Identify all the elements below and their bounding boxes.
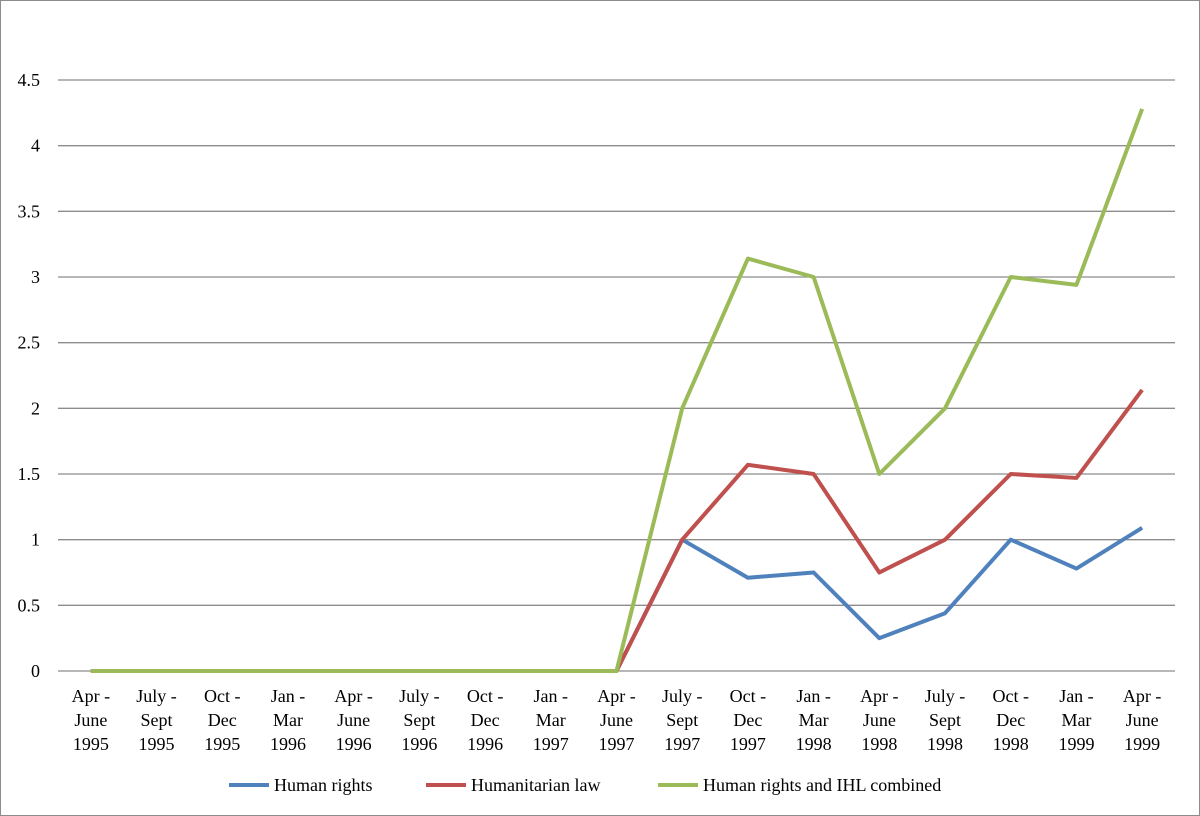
x-tick-label-line: 1999 xyxy=(1124,734,1160,754)
x-tick-label-line: July - xyxy=(399,686,440,706)
x-tick-label-line: June xyxy=(337,710,370,730)
x-tick-label-line: Jan - xyxy=(534,686,569,706)
x-tick-label: Jan - Mar 1998 xyxy=(796,686,832,754)
x-tick-label-line: July - xyxy=(662,686,703,706)
x-tick-label-line: June xyxy=(1126,710,1159,730)
x-tick-label-line: Apr - xyxy=(72,686,111,706)
x-tick-label-line: 1999 xyxy=(1058,734,1094,754)
x-tick-label-line: July - xyxy=(136,686,177,706)
y-tick-label: 0.5 xyxy=(18,595,41,615)
x-tick-label: Jan - Mar 1997 xyxy=(533,686,569,754)
x-tick-label: Oct - Dec 1996 xyxy=(467,686,503,754)
x-tick-label: Jan - Mar 1999 xyxy=(1058,686,1094,754)
x-tick-label-line: 1997 xyxy=(730,734,766,754)
x-tick-label-line: Oct - xyxy=(467,686,503,706)
x-tick-label-line: Sept xyxy=(929,710,961,730)
x-tick-label-line: Sept xyxy=(403,710,435,730)
series-line-humanitarian-law xyxy=(90,388,1144,673)
x-tick-label: Apr - June 1997 xyxy=(597,686,636,754)
x-tick-label-line: Apr - xyxy=(334,686,373,706)
x-tick-label: Oct - Dec 1998 xyxy=(992,686,1028,754)
legend-label: Human rights and IHL combined xyxy=(703,775,941,795)
x-tick-label-line: Oct - xyxy=(730,686,766,706)
x-tick-label-line: Apr - xyxy=(597,686,636,706)
y-axis-tick-labels: 0 0.5 1 1.5 2 2.5 3 3.5 4 4.5 xyxy=(18,70,41,681)
y-tick-label: 1.5 xyxy=(18,464,41,484)
x-tick-label: July - Sept 1995 xyxy=(136,686,177,754)
x-tick-label: July - Sept 1998 xyxy=(925,686,966,754)
gridlines xyxy=(58,79,1175,672)
x-tick-label-line: Oct - xyxy=(204,686,240,706)
x-tick-label: July - Sept 1996 xyxy=(399,686,440,754)
legend-entry: Human rights and IHL combined xyxy=(658,775,941,795)
x-tick-label: Apr - June 1999 xyxy=(1123,686,1162,754)
x-tick-label-line: Jan - xyxy=(1059,686,1094,706)
x-tick-label-line: 1996 xyxy=(270,734,306,754)
legend-entry: Humanitarian law xyxy=(426,775,600,795)
y-tick-label: 4.5 xyxy=(18,70,41,90)
x-tick-label: July - Sept 1997 xyxy=(662,686,703,754)
x-tick-label-line: Mar xyxy=(1061,710,1091,730)
x-tick-label: Oct - Dec 1995 xyxy=(204,686,240,754)
x-tick-label: Apr - June 1995 xyxy=(72,686,111,754)
y-tick-label: 4 xyxy=(31,136,40,156)
x-tick-label-line: Mar xyxy=(536,710,566,730)
legend-entry: Human rights xyxy=(229,775,373,795)
legend-label: Humanitarian law xyxy=(471,775,600,795)
x-tick-label-line: 1996 xyxy=(467,734,503,754)
x-tick-label-line: June xyxy=(863,710,896,730)
x-tick-label: Apr - June 1996 xyxy=(334,686,373,754)
x-tick-label-line: 1995 xyxy=(139,734,175,754)
x-tick-label-line: Dec xyxy=(208,710,237,730)
x-tick-label-line: 1996 xyxy=(401,734,437,754)
x-tick-label-line: Dec xyxy=(471,710,500,730)
y-tick-label: 3 xyxy=(31,267,40,287)
y-tick-label: 2 xyxy=(31,398,40,418)
x-tick-label-line: 1996 xyxy=(336,734,372,754)
legend-label: Human rights xyxy=(274,775,373,795)
x-tick-label-line: Apr - xyxy=(860,686,899,706)
x-tick-label-line: 1998 xyxy=(927,734,963,754)
x-tick-label-line: 1997 xyxy=(664,734,700,754)
x-tick-label-line: 1995 xyxy=(73,734,109,754)
series-line-human-rights xyxy=(90,526,1144,673)
x-tick-label-line: 1997 xyxy=(533,734,569,754)
y-tick-label: 2.5 xyxy=(18,333,41,353)
y-tick-label: 0 xyxy=(31,661,40,681)
x-tick-label-line: July - xyxy=(925,686,966,706)
x-tick-label-line: 1998 xyxy=(993,734,1029,754)
x-tick-label-line: Sept xyxy=(666,710,698,730)
x-tick-label: Jan - Mar 1996 xyxy=(270,686,306,754)
x-tick-label-line: Sept xyxy=(141,710,173,730)
x-tick-label: Apr - June 1998 xyxy=(860,686,899,754)
series-lines xyxy=(90,108,1145,673)
x-tick-label-line: 1998 xyxy=(861,734,897,754)
series-line-human-rights-and-ihl-combined xyxy=(90,108,1145,673)
x-tick-label-line: Oct - xyxy=(992,686,1028,706)
x-tick-label-line: Mar xyxy=(273,710,303,730)
y-tick-label: 1 xyxy=(31,530,40,550)
x-tick-label-line: 1998 xyxy=(796,734,832,754)
x-tick-label-line: June xyxy=(600,710,633,730)
x-tick-label-line: Apr - xyxy=(1123,686,1162,706)
x-tick-label-line: June xyxy=(74,710,107,730)
legend: Human rights Humanitarian law Human rights… xyxy=(229,775,941,795)
x-tick-label: Oct - Dec 1997 xyxy=(730,686,766,754)
x-tick-label-line: Jan - xyxy=(796,686,831,706)
x-tick-label-line: 1995 xyxy=(204,734,240,754)
x-tick-label-line: 1997 xyxy=(599,734,635,754)
x-tick-label-line: Jan - xyxy=(271,686,306,706)
x-tick-label-line: Mar xyxy=(799,710,829,730)
x-tick-label-line: Dec xyxy=(733,710,762,730)
y-tick-label: 3.5 xyxy=(18,201,41,221)
x-tick-label-line: Dec xyxy=(996,710,1025,730)
